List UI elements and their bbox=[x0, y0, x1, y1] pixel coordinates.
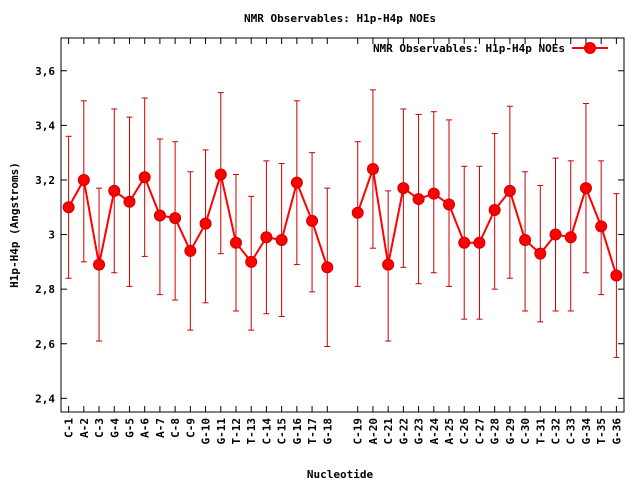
data-point bbox=[443, 198, 456, 211]
data-point bbox=[245, 255, 258, 268]
data-point bbox=[184, 244, 197, 257]
plot-frame bbox=[60, 37, 625, 413]
x-tick-label: T-35 bbox=[595, 418, 608, 445]
data-point bbox=[549, 228, 562, 241]
y-axis-label: H1p-H4p (Angstroms) bbox=[8, 162, 21, 288]
data-point bbox=[260, 231, 273, 244]
data-point bbox=[321, 261, 334, 274]
x-tick-label: C-30 bbox=[519, 418, 532, 445]
data-point bbox=[412, 193, 425, 206]
x-tick-label: A-6 bbox=[139, 418, 152, 438]
data-point bbox=[351, 206, 364, 219]
x-tick-label: G-29 bbox=[504, 418, 517, 445]
data-point bbox=[93, 258, 106, 271]
data-point bbox=[169, 212, 182, 225]
data-points bbox=[62, 163, 623, 282]
x-tick-label: C-1 bbox=[63, 418, 76, 438]
x-tick-label: C-3 bbox=[93, 418, 106, 438]
x-tick-label: G-11 bbox=[215, 418, 228, 445]
x-tick-label: C-21 bbox=[382, 418, 395, 445]
data-point bbox=[397, 182, 410, 195]
x-tick-label: G-22 bbox=[397, 418, 410, 445]
x-axis-ticks: C-1 A-2 C-3 G-4 G-5 A-6 A-7 C-8 C-9 G-10 G-11 T-12 T… bbox=[63, 38, 623, 445]
x-tick-label: A-7 bbox=[154, 418, 167, 438]
chart-title: NMR Observables: H1p-H4p NOEs bbox=[244, 12, 436, 25]
data-point bbox=[503, 184, 516, 197]
y-tick-label: 2,4 bbox=[35, 392, 55, 405]
x-tick-label: G-28 bbox=[489, 418, 502, 445]
data-point bbox=[458, 236, 471, 249]
x-tick-label: G-18 bbox=[321, 418, 334, 445]
x-tick-label: A-20 bbox=[367, 418, 380, 445]
data-point bbox=[123, 195, 136, 208]
x-axis-label: Nucleotide bbox=[307, 468, 374, 480]
data-point bbox=[306, 214, 319, 227]
data-point bbox=[153, 209, 166, 222]
data-point bbox=[77, 173, 90, 186]
data-point bbox=[229, 236, 242, 249]
x-tick-label: G-34 bbox=[580, 418, 593, 445]
x-tick-label: G-36 bbox=[610, 418, 623, 445]
x-tick-label: C-27 bbox=[473, 418, 486, 445]
series-line-group bbox=[67, 168, 618, 276]
data-point bbox=[519, 234, 532, 247]
y-tick-label: 3,2 bbox=[35, 174, 55, 187]
y-tick-label: 3 bbox=[48, 229, 55, 242]
y-axis-ticks: 2,4 2,6 2,8 3 3,2 3,4 3,6 bbox=[35, 65, 624, 405]
x-tick-label: A-24 bbox=[428, 418, 441, 445]
x-tick-label: G-23 bbox=[413, 418, 426, 445]
x-tick-label: C-33 bbox=[565, 418, 578, 445]
legend-label: NMR Observables: H1p-H4p NOEs bbox=[373, 42, 565, 55]
data-point bbox=[275, 234, 288, 247]
data-point bbox=[382, 258, 395, 271]
x-tick-label: C-8 bbox=[169, 418, 182, 438]
data-point bbox=[199, 217, 212, 230]
x-tick-label: C-15 bbox=[276, 418, 289, 445]
x-tick-label: G-10 bbox=[200, 418, 213, 445]
data-point bbox=[214, 168, 227, 181]
x-tick-label: T-13 bbox=[245, 418, 258, 445]
y-tick-label: 2,8 bbox=[35, 283, 55, 296]
x-tick-label: G-4 bbox=[108, 418, 121, 438]
x-tick-label: T-31 bbox=[534, 418, 547, 445]
data-point bbox=[534, 247, 547, 260]
x-tick-label: C-14 bbox=[260, 418, 273, 445]
legend-marker-sample bbox=[584, 42, 596, 54]
series-line bbox=[356, 168, 618, 276]
x-tick-label: G-16 bbox=[291, 418, 304, 445]
data-point bbox=[579, 182, 592, 195]
x-tick-label: C-19 bbox=[352, 418, 365, 445]
data-point bbox=[473, 236, 486, 249]
x-tick-label: C-26 bbox=[458, 418, 471, 445]
data-point bbox=[366, 163, 379, 176]
legend: NMR Observables: H1p-H4p NOEs bbox=[373, 42, 608, 55]
x-tick-label: T-17 bbox=[306, 418, 319, 445]
data-point bbox=[427, 187, 440, 200]
y-tick-label: 3,4 bbox=[35, 119, 55, 132]
data-point bbox=[138, 171, 151, 184]
data-point bbox=[290, 176, 303, 189]
data-point bbox=[108, 184, 121, 197]
x-tick-label: G-5 bbox=[123, 418, 136, 438]
y-tick-label: 2,6 bbox=[35, 338, 55, 351]
x-tick-label: C-32 bbox=[550, 418, 563, 445]
error-bars bbox=[65, 89, 620, 358]
x-tick-label: A-2 bbox=[78, 418, 91, 438]
data-point bbox=[564, 231, 577, 244]
data-point bbox=[595, 220, 608, 233]
x-tick-label: T-12 bbox=[230, 418, 243, 445]
x-tick-label: A-25 bbox=[443, 418, 456, 445]
x-tick-label: C-9 bbox=[184, 418, 197, 438]
data-point bbox=[488, 203, 501, 216]
data-point bbox=[610, 269, 623, 282]
data-point bbox=[62, 201, 75, 214]
y-tick-label: 3,6 bbox=[35, 65, 55, 78]
series-line bbox=[67, 170, 329, 268]
